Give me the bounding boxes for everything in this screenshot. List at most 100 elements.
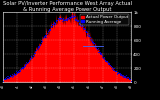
Point — [107, 62, 110, 64]
Point — [20, 67, 22, 69]
Point — [34, 52, 36, 53]
Point — [112, 67, 115, 69]
Point — [18, 69, 21, 71]
Point — [93, 44, 96, 46]
Point — [16, 71, 19, 72]
Point — [57, 17, 59, 19]
Point — [84, 28, 86, 30]
Point — [60, 17, 62, 19]
Point — [5, 76, 8, 77]
Point — [84, 30, 87, 32]
Point — [101, 57, 104, 59]
Point — [123, 75, 126, 76]
Point — [81, 24, 83, 26]
Point — [86, 31, 88, 33]
Point — [77, 19, 79, 21]
Point — [27, 61, 29, 63]
Point — [127, 77, 130, 79]
Point — [88, 34, 90, 36]
Point — [107, 63, 109, 64]
Point — [75, 18, 78, 20]
Point — [125, 78, 127, 79]
Point — [18, 69, 20, 71]
Point — [26, 62, 29, 63]
Point — [30, 55, 32, 57]
Point — [102, 57, 104, 59]
Point — [108, 65, 111, 66]
Point — [70, 15, 73, 17]
Point — [80, 25, 83, 27]
Point — [99, 54, 102, 55]
Point — [68, 18, 70, 19]
Point — [15, 73, 17, 74]
Point — [89, 38, 92, 40]
Point — [125, 74, 128, 76]
Point — [122, 76, 125, 78]
Point — [9, 75, 12, 76]
Point — [77, 23, 80, 25]
Point — [116, 73, 119, 75]
Point — [44, 34, 46, 36]
Point — [19, 68, 22, 69]
Point — [76, 20, 79, 22]
Point — [109, 65, 112, 66]
Point — [62, 17, 64, 19]
Point — [72, 16, 74, 17]
Point — [30, 56, 33, 58]
Point — [114, 70, 117, 72]
Point — [39, 42, 42, 43]
Point — [91, 41, 94, 43]
Point — [84, 30, 87, 32]
Point — [87, 35, 90, 37]
Point — [63, 19, 66, 20]
Point — [106, 60, 108, 61]
Point — [128, 78, 131, 79]
Point — [47, 31, 49, 32]
Point — [129, 79, 131, 80]
Point — [114, 70, 116, 72]
Point — [15, 73, 18, 74]
Point — [7, 77, 9, 79]
Point — [45, 34, 48, 36]
Point — [27, 60, 30, 62]
Point — [97, 51, 100, 52]
Point — [54, 22, 56, 23]
Point — [50, 26, 52, 27]
Point — [110, 65, 112, 67]
Point — [92, 42, 95, 44]
Title: Solar PV/Inverter Performance West Array Actual & Running Average Power Output: Solar PV/Inverter Performance West Array… — [3, 1, 132, 12]
Point — [66, 18, 69, 20]
Point — [28, 59, 30, 61]
Point — [96, 47, 99, 49]
Point — [32, 54, 34, 55]
Point — [118, 73, 121, 75]
Point — [105, 60, 108, 62]
Point — [79, 24, 82, 26]
Point — [14, 70, 17, 72]
Point — [43, 35, 46, 37]
Point — [121, 74, 124, 76]
Point — [54, 23, 57, 24]
Point — [66, 17, 68, 19]
Point — [90, 40, 93, 42]
Point — [88, 36, 91, 38]
Point — [63, 19, 65, 21]
Point — [29, 59, 32, 60]
Point — [34, 49, 37, 51]
Point — [49, 28, 51, 30]
Point — [30, 55, 33, 57]
Point — [67, 17, 70, 18]
Point — [100, 53, 102, 54]
Point — [113, 70, 116, 72]
Point — [13, 72, 15, 74]
Point — [94, 46, 96, 48]
Point — [100, 53, 103, 54]
Point — [116, 71, 119, 73]
Point — [76, 20, 78, 21]
Point — [115, 70, 118, 72]
Point — [48, 29, 51, 31]
Point — [65, 19, 67, 20]
Point — [53, 22, 56, 23]
Point — [120, 75, 123, 77]
Point — [123, 75, 125, 77]
